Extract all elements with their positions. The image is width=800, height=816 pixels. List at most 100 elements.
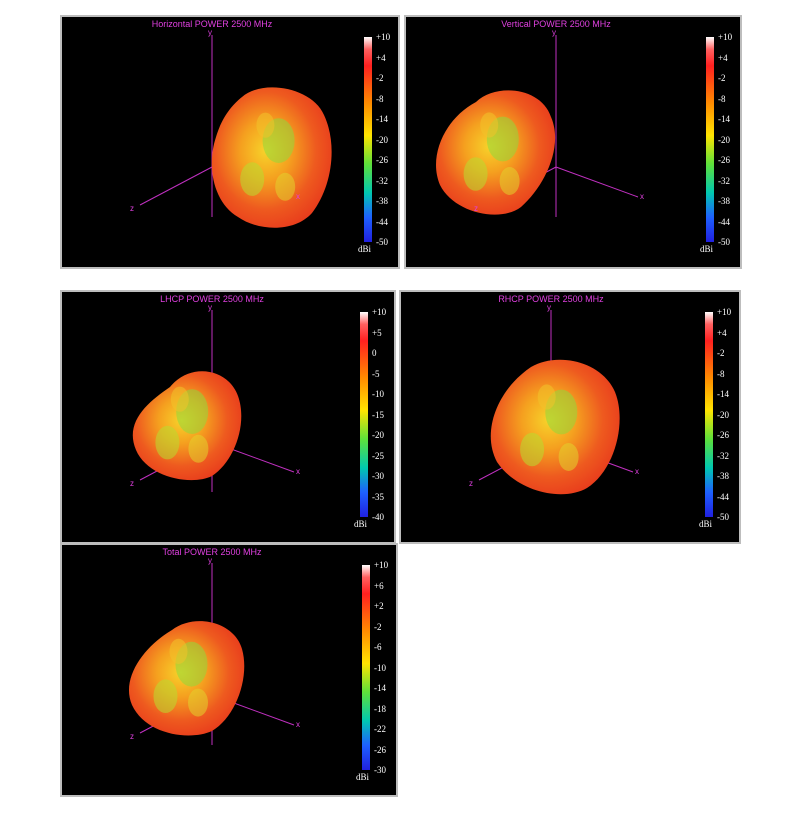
colorbar-tick-label: -35 xyxy=(372,491,384,502)
chart-panel: LHCP POWER 2500 MHz y z x +10 +5 0 -5 -10 -15 -20 -… xyxy=(60,290,396,544)
colorbar-tick-label: -20 xyxy=(718,134,730,145)
colorbar-tick-label: -15 xyxy=(372,409,384,420)
colorbar-tick-label: -44 xyxy=(718,216,730,227)
colorbar-tick-label: -10 xyxy=(374,662,386,673)
colorbar-tick-label: +2 xyxy=(374,601,384,611)
axis-label-z: z xyxy=(130,479,134,488)
colorbar-tick-label: 0 xyxy=(372,348,377,358)
colorbar-tick-label: -20 xyxy=(376,134,388,145)
colorbar-tick-label: +4 xyxy=(376,52,386,63)
colorbar xyxy=(360,312,368,517)
colorbar-tick-label: -32 xyxy=(718,175,730,186)
colorbar-tick-label: -10 xyxy=(372,389,384,399)
axis-label-y: y xyxy=(208,303,212,312)
colorbar-tick-label: -30 xyxy=(374,765,386,775)
pattern-patch xyxy=(499,167,520,195)
colorbar-tick-label: -18 xyxy=(374,703,386,714)
chart-panel: RHCP POWER 2500 MHz y z x +10 +4 -2 -8 -14 -20 -26… xyxy=(399,290,741,544)
chart-title: Total POWER 2500 MHz xyxy=(162,547,262,557)
pattern-patch xyxy=(170,386,189,412)
chart-title: RHCP POWER 2500 MHz xyxy=(498,294,604,304)
colorbar-tick-label: -38 xyxy=(718,196,730,206)
pattern-patch xyxy=(463,157,488,191)
colorbar-tick-label: -50 xyxy=(717,512,729,522)
colorbar-tick-label: -2 xyxy=(376,73,384,83)
colorbar-tick-label: -2 xyxy=(374,621,382,632)
axis-label-x: x xyxy=(296,192,300,201)
pattern-patch xyxy=(188,434,209,463)
colorbar-tick-label: -5 xyxy=(372,368,380,379)
axis-label-x: x xyxy=(296,720,300,729)
axis-label-x: x xyxy=(635,467,639,476)
chart-title: Vertical POWER 2500 MHz xyxy=(501,19,611,29)
axis-label-z: z xyxy=(130,732,134,741)
colorbar-tick-label: -26 xyxy=(718,155,730,165)
colorbar xyxy=(706,37,714,242)
colorbar-tick-label: -38 xyxy=(376,196,388,206)
chart-panel: Total POWER 2500 MHz y z x +10 +6 +2 -2 -6 -10 -14… xyxy=(60,543,398,797)
colorbar-tick-label: +4 xyxy=(717,327,727,338)
axis-label-y: y xyxy=(208,556,212,565)
chart-panel: Horizontal POWER 2500 MHz y z x +10 +4 -2 -8 -14… xyxy=(60,15,400,269)
colorbar-tick-label: -50 xyxy=(718,237,730,247)
pattern-patch xyxy=(188,688,208,717)
axis-label-z: z xyxy=(474,204,478,213)
colorbar-tick-label: -40 xyxy=(372,512,384,522)
colorbar-tick-label: +5 xyxy=(372,327,382,338)
pattern-patch xyxy=(520,432,545,467)
colorbar-tick-label: -44 xyxy=(717,491,729,502)
colorbar-tick-label: +10 xyxy=(718,32,733,42)
colorbar-tick-label: -25 xyxy=(372,450,384,461)
pattern-patch xyxy=(480,112,499,138)
axis-label-z: z xyxy=(130,204,134,213)
colorbar-tick-label: +4 xyxy=(718,52,728,63)
pattern-patch xyxy=(155,425,180,460)
pattern-patch xyxy=(240,162,265,196)
colorbar xyxy=(364,37,372,242)
axis-label-z: z xyxy=(469,479,473,488)
axis-label-y: y xyxy=(547,303,551,312)
colorbar-tick-label: -30 xyxy=(372,471,384,481)
pattern-patch xyxy=(256,112,275,138)
pattern-plot xyxy=(139,35,332,228)
colorbar-tick-label: -14 xyxy=(376,114,388,124)
colorbar-tick-label: -38 xyxy=(717,471,729,481)
colorbar-unit: dBi xyxy=(700,244,714,254)
pattern-plot xyxy=(128,563,295,745)
pattern-plot xyxy=(478,310,634,495)
axis-label-y: y xyxy=(552,28,556,37)
colorbar xyxy=(362,565,370,770)
colorbar-unit: dBi xyxy=(358,244,372,254)
colorbar-tick-label: -6 xyxy=(374,642,382,652)
pattern-plot xyxy=(436,35,639,217)
colorbar-tick-label: -44 xyxy=(376,216,388,227)
colorbar-unit: dBi xyxy=(354,519,368,529)
colorbar-tick-label: +10 xyxy=(374,560,389,570)
colorbar-tick-label: +6 xyxy=(374,580,384,591)
colorbar-tick-label: +10 xyxy=(717,307,732,317)
colorbar-tick-label: -32 xyxy=(717,450,729,461)
z-axis-line xyxy=(139,166,213,206)
axis-label-x: x xyxy=(296,467,300,476)
axis-label-x: x xyxy=(640,192,644,201)
pattern-patch xyxy=(153,679,178,713)
colorbar xyxy=(705,312,713,517)
x-axis-line xyxy=(555,166,639,198)
pattern-patch xyxy=(558,443,579,471)
chart-title: Horizontal POWER 2500 MHz xyxy=(151,19,273,29)
colorbar-tick-label: -14 xyxy=(718,114,730,124)
pattern-patch xyxy=(537,384,556,410)
colorbar-tick-label: -50 xyxy=(376,237,388,247)
colorbar-tick-label: +10 xyxy=(376,32,391,42)
pattern-plot xyxy=(132,310,295,492)
colorbar-unit: dBi xyxy=(356,772,370,782)
colorbar-tick-label: -8 xyxy=(718,93,726,104)
colorbar-tick-label: -26 xyxy=(374,744,386,755)
colorbar-tick-label: -20 xyxy=(717,409,729,420)
pattern-patch xyxy=(275,172,296,201)
chart-panel: Vertical POWER 2500 MHz y z x +10 +4 -2 -8 -14 -2… xyxy=(404,15,742,269)
colorbar-tick-label: -2 xyxy=(717,348,725,358)
colorbar-tick-label: -14 xyxy=(717,389,729,399)
colorbar-tick-label: -8 xyxy=(717,368,725,379)
colorbar-tick-label: -20 xyxy=(372,430,384,440)
